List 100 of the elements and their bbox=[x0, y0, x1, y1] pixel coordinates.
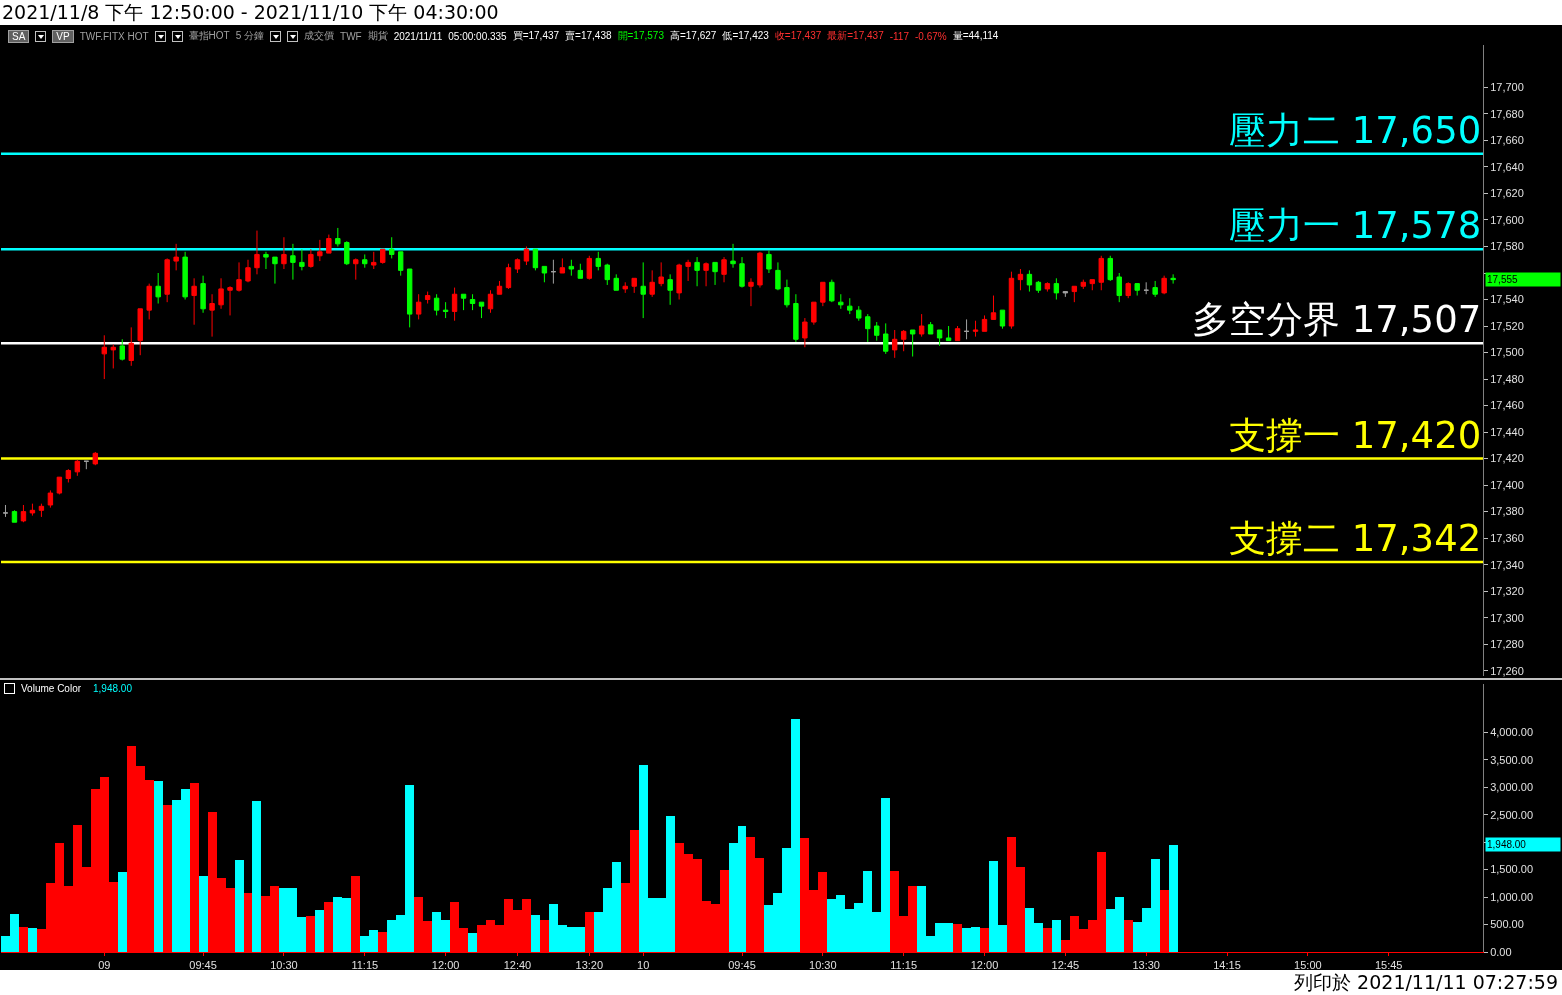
candlestick bbox=[1008, 271, 1015, 330]
y-tick-label: 4,000.00 bbox=[1490, 726, 1534, 739]
candlestick bbox=[954, 325, 961, 342]
bar bbox=[252, 800, 262, 952]
candlestick bbox=[317, 239, 323, 262]
text: SA bbox=[8, 29, 30, 43]
text: 收=17,437 bbox=[774, 29, 822, 43]
candlestick bbox=[155, 272, 161, 304]
bar bbox=[530, 914, 540, 952]
y-tick-label: 17,500 bbox=[1490, 346, 1524, 359]
text: 低=17,423 bbox=[722, 29, 769, 43]
candlestick bbox=[1107, 255, 1113, 282]
text: 5 分鐘 bbox=[235, 29, 265, 43]
candlestick bbox=[2, 504, 9, 518]
candlestick bbox=[622, 281, 628, 294]
candlestick bbox=[1026, 269, 1033, 293]
candlestick bbox=[101, 334, 107, 380]
candlestick bbox=[1143, 281, 1149, 295]
y-tick-label: 1,000.00 bbox=[1490, 890, 1534, 903]
candlestick bbox=[703, 261, 709, 287]
y-tick-label: 17,700 bbox=[1490, 81, 1524, 94]
candlestick bbox=[658, 261, 664, 287]
candlestick bbox=[694, 256, 700, 287]
candlestick bbox=[38, 503, 45, 518]
text: 列印於 2021/11/11 07:27:59 bbox=[0, 970, 1562, 995]
y-tick-label: 2,500.00 bbox=[1490, 808, 1534, 821]
y-tick-label: 500.00 bbox=[1490, 918, 1524, 931]
bar bbox=[1168, 844, 1178, 952]
y-tick-label: 17,300 bbox=[1490, 611, 1524, 624]
y-tick-label: 17,600 bbox=[1490, 213, 1524, 226]
candlestick bbox=[119, 338, 125, 361]
candlestick bbox=[936, 329, 943, 347]
candlestick bbox=[236, 261, 242, 293]
candlestick bbox=[505, 263, 512, 290]
candlestick bbox=[1053, 277, 1060, 301]
candlestick bbox=[568, 259, 575, 277]
candlestick bbox=[469, 293, 476, 311]
candlestick bbox=[514, 257, 521, 274]
x-tick-label: 15:00 bbox=[1294, 959, 1322, 972]
candlestick bbox=[1035, 280, 1042, 294]
candlestick bbox=[891, 329, 898, 359]
x-tick-label: 11:15 bbox=[890, 959, 918, 972]
candlestick bbox=[730, 243, 736, 269]
candlestick bbox=[20, 504, 27, 523]
candlestick bbox=[478, 301, 485, 319]
candlestick bbox=[326, 234, 332, 254]
candlestick bbox=[918, 313, 925, 338]
y-tick-label: 17,540 bbox=[1490, 293, 1524, 306]
candlestick bbox=[972, 320, 979, 338]
candlestick bbox=[685, 259, 691, 282]
candlestick bbox=[1170, 273, 1176, 285]
candlestick bbox=[990, 295, 997, 320]
candlestick bbox=[433, 293, 440, 316]
ref-line-label: 壓力二 17,650 bbox=[1229, 109, 1482, 152]
candlestick bbox=[927, 321, 934, 335]
text: 量=44,114 bbox=[952, 29, 999, 43]
candlestick bbox=[137, 308, 143, 356]
candlestick bbox=[74, 459, 81, 477]
candlestick bbox=[838, 293, 844, 310]
candlestick bbox=[640, 261, 646, 319]
candlestick bbox=[11, 509, 18, 523]
candlestick bbox=[981, 314, 988, 332]
candlestick bbox=[415, 293, 422, 320]
y-tick-label: 17,260 bbox=[1490, 664, 1524, 677]
text: 2021/11/11 bbox=[393, 30, 443, 42]
bar bbox=[468, 933, 478, 952]
text: TWF bbox=[340, 30, 362, 42]
x-tick-label: 14:15 bbox=[1213, 959, 1241, 972]
y-tick-label: 17,660 bbox=[1490, 134, 1524, 147]
y-tick-label: 17,440 bbox=[1490, 425, 1524, 438]
y-tick-label: 17,520 bbox=[1490, 319, 1524, 332]
y-tick-label: 17,420 bbox=[1490, 452, 1524, 465]
x-tick-label: 12:40 bbox=[503, 959, 532, 972]
candlestick bbox=[442, 301, 449, 319]
x-tick-label: 13:20 bbox=[575, 959, 604, 972]
candlestick bbox=[775, 261, 781, 291]
candlestick bbox=[1017, 268, 1024, 291]
candlestick bbox=[29, 503, 36, 517]
candlestick bbox=[1062, 291, 1069, 298]
candlestick bbox=[802, 317, 808, 348]
candlestick bbox=[820, 281, 826, 307]
candlestick bbox=[811, 301, 817, 326]
candlestick bbox=[586, 255, 593, 281]
candlestick bbox=[496, 280, 503, 295]
candlestick bbox=[406, 268, 413, 328]
candlestick bbox=[559, 257, 566, 274]
candlestick bbox=[389, 236, 395, 259]
bar bbox=[234, 860, 244, 952]
x-tick-label: 15:45 bbox=[1374, 959, 1403, 972]
y-tick-label: 3,500.00 bbox=[1490, 753, 1534, 766]
candlestick bbox=[1125, 281, 1131, 299]
ref-line-label: 壓力一 17,578 bbox=[1229, 204, 1482, 247]
candlestick bbox=[856, 305, 862, 322]
candlestick bbox=[380, 248, 386, 265]
candlestick bbox=[712, 261, 718, 286]
candlestick bbox=[1071, 285, 1078, 303]
candlestick bbox=[541, 265, 548, 283]
candlestick bbox=[1089, 279, 1095, 291]
candlestick bbox=[667, 273, 673, 306]
candlestick bbox=[335, 227, 341, 247]
